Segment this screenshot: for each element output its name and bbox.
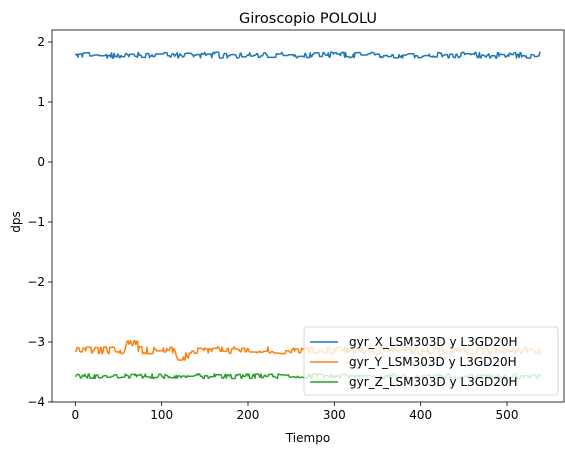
y-tick-label: −2 — [27, 275, 45, 289]
x-tick-label: 100 — [150, 408, 173, 422]
x-tick-label: 200 — [237, 408, 260, 422]
x-tick-label: 0 — [71, 408, 79, 422]
y-tick-label: −1 — [27, 215, 45, 229]
legend-box — [303, 326, 559, 396]
y-axis-label: dps — [9, 211, 23, 233]
chart-title: Giroscopio POLOLU — [239, 11, 377, 27]
plot-frame — [51, 29, 565, 403]
x-tick-label: 400 — [409, 408, 432, 422]
legend-entry-3: gyr_Z_LSM303D y L3GD20H — [349, 375, 518, 389]
series-line-1 — [74, 51, 541, 59]
x-tick-label: 300 — [323, 408, 346, 422]
y-tick-label: 0 — [37, 155, 45, 169]
legend-entry-2: gyr_Y_LSM303D y L3GD20H — [349, 355, 517, 369]
y-tick-label: −3 — [27, 335, 45, 349]
y-tick-label: −4 — [27, 395, 45, 409]
x-tick-label: 500 — [496, 408, 519, 422]
x-axis-label: Tiempo — [285, 431, 330, 445]
legend-entry-1: gyr_X_LSM303D y L3GD20H — [349, 335, 518, 349]
legend: gyr_X_LSM303D y L3GD20H gyr_Y_LSM303D y L… — [303, 326, 559, 396]
y-tick-label: 2 — [37, 35, 45, 49]
y-tick-label: 1 — [37, 95, 45, 109]
